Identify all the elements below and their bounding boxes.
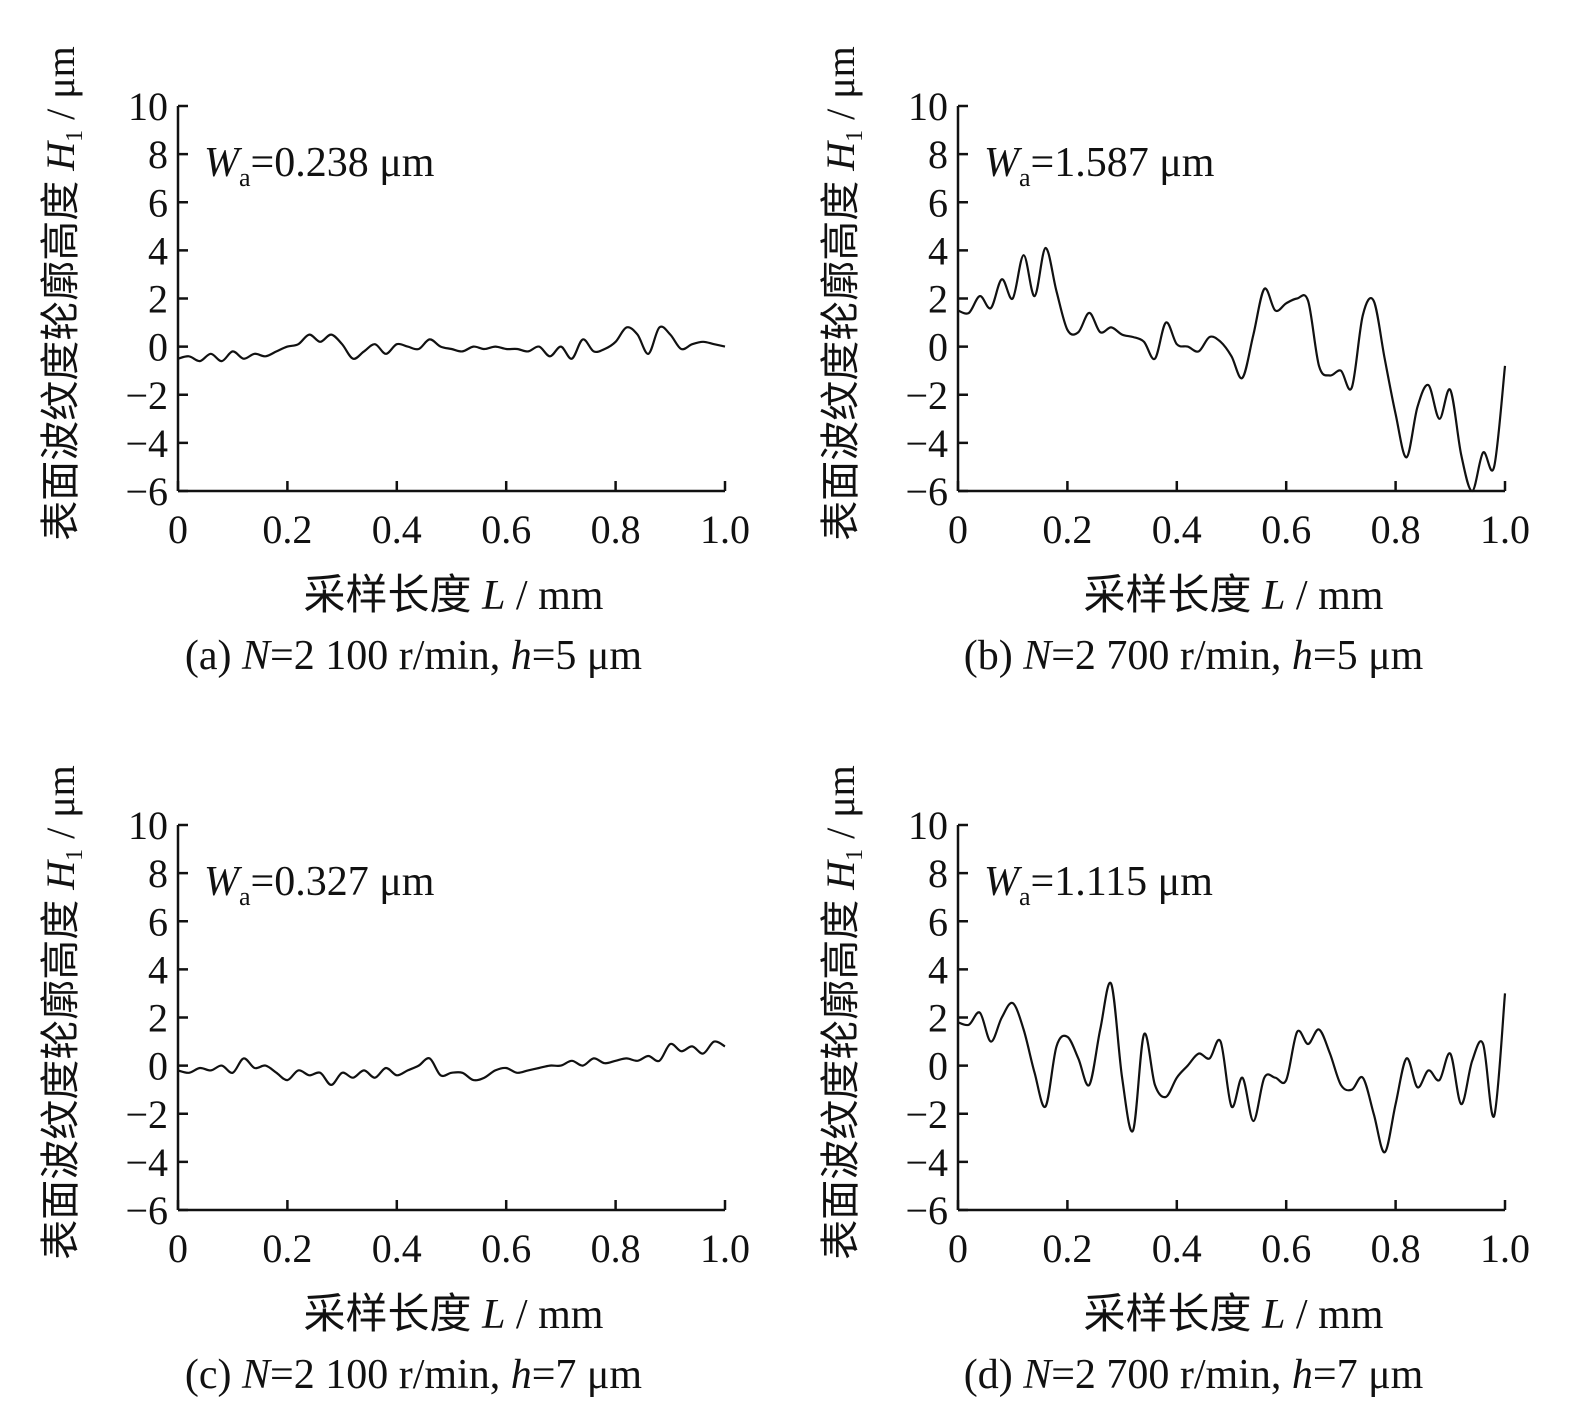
x-tick-label: 0.6: [481, 1226, 531, 1271]
wa-annotation: Wa=0.238 μm: [204, 140, 435, 192]
y-tick-label: 8: [928, 851, 948, 896]
x-tick-label: 0.6: [481, 507, 531, 552]
x-tick-label: 0.2: [1042, 507, 1092, 552]
panel-caption: (b) N=2 700 r/min, h=5 μm: [964, 633, 1424, 679]
y-tick-label: 0: [148, 325, 168, 370]
y-tick-label: −2: [125, 1092, 168, 1137]
x-tick-label: 0: [168, 1226, 188, 1271]
y-tick-label: 8: [148, 851, 168, 896]
y-tick-label: 6: [928, 180, 948, 225]
y-axis-label: 表面波纹度轮廓高度 H1 / μm: [38, 46, 88, 541]
profile-line: [957, 981, 1507, 1154]
y-tick-label: 0: [928, 325, 948, 370]
x-tick-label: 1.0: [1480, 1226, 1530, 1271]
x-axis-label: 采样长度 L / mm: [1084, 1292, 1384, 1338]
x-tick-label: 0: [168, 507, 188, 552]
y-tick-label: −6: [125, 1188, 168, 1233]
y-tick-label: 4: [148, 228, 168, 273]
y-tick-label: 10: [128, 803, 168, 848]
y-tick-label: −4: [125, 1140, 168, 1185]
y-axis-label: 表面波纹度轮廓高度 H1 / μm: [818, 46, 868, 541]
x-tick-label: 1.0: [700, 1226, 750, 1271]
y-tick-label: 10: [128, 84, 168, 129]
x-tick-label: 0.2: [262, 1226, 312, 1271]
y-axis-label: 表面波纹度轮廓高度 H1 / μm: [818, 765, 868, 1260]
x-tick-label: 0: [948, 1226, 968, 1271]
y-tick-label: −6: [905, 469, 948, 514]
x-tick-label: 0.4: [1152, 507, 1202, 552]
y-tick-label: 10: [908, 803, 948, 848]
x-tick-label: 0.8: [591, 507, 641, 552]
y-tick-label: 8: [148, 132, 168, 177]
y-tick-label: 2: [148, 996, 168, 1041]
x-tick-label: 0.2: [1042, 1226, 1092, 1271]
x-tick-label: 0.4: [372, 507, 422, 552]
x-tick-label: 0.8: [1371, 507, 1421, 552]
y-tick-label: 6: [928, 899, 948, 944]
profile-line: [177, 325, 726, 363]
y-tick-label: 8: [928, 132, 948, 177]
y-tick-label: −4: [905, 421, 948, 466]
y-tick-label: 2: [928, 996, 948, 1041]
y-tick-label: 0: [148, 1044, 168, 1089]
x-tick-label: 1.0: [1480, 507, 1530, 552]
panel-caption: (c) N=2 100 r/min, h=7 μm: [185, 1352, 643, 1398]
y-axis-label: 表面波纹度轮廓高度 H1 / μm: [38, 765, 88, 1260]
y-tick-label: 0: [928, 1044, 948, 1089]
y-tick-label: −2: [905, 1092, 948, 1137]
x-axis-label: 采样长度 L / mm: [304, 1292, 604, 1338]
y-tick-label: −2: [125, 373, 168, 418]
x-tick-label: 0.4: [1152, 1226, 1202, 1271]
y-tick-label: −4: [905, 1140, 948, 1185]
y-tick-label: 2: [928, 277, 948, 322]
x-tick-label: 0.4: [372, 1226, 422, 1271]
y-tick-label: 6: [148, 180, 168, 225]
wa-annotation: Wa=1.115 μm: [984, 859, 1213, 911]
y-tick-label: −4: [125, 421, 168, 466]
y-tick-label: 2: [148, 277, 168, 322]
wa-annotation: Wa=1.587 μm: [984, 140, 1215, 192]
x-axis-label: 采样长度 L / mm: [1084, 573, 1384, 619]
y-tick-label: 6: [148, 899, 168, 944]
x-tick-label: 1.0: [700, 507, 750, 552]
x-tick-label: 0.6: [1261, 1226, 1311, 1271]
y-tick-label: −2: [905, 373, 948, 418]
wa-annotation: Wa=0.327 μm: [204, 859, 435, 911]
x-tick-label: 0: [948, 507, 968, 552]
panel-caption: (a) N=2 100 r/min, h=5 μm: [185, 633, 643, 679]
x-tick-label: 0.8: [591, 1226, 641, 1271]
profile-line: [177, 1040, 726, 1086]
x-tick-label: 0.6: [1261, 507, 1311, 552]
y-tick-label: 4: [928, 947, 948, 992]
x-tick-label: 0.8: [1371, 1226, 1421, 1271]
y-tick-label: −6: [905, 1188, 948, 1233]
x-axis-label: 采样长度 L / mm: [304, 573, 604, 619]
y-tick-label: 10: [908, 84, 948, 129]
y-tick-label: 4: [928, 228, 948, 273]
y-tick-label: 4: [148, 947, 168, 992]
panel-caption: (d) N=2 700 r/min, h=7 μm: [964, 1352, 1424, 1398]
y-tick-label: −6: [125, 469, 168, 514]
x-tick-label: 0.2: [262, 507, 312, 552]
profile-line: [957, 246, 1507, 493]
